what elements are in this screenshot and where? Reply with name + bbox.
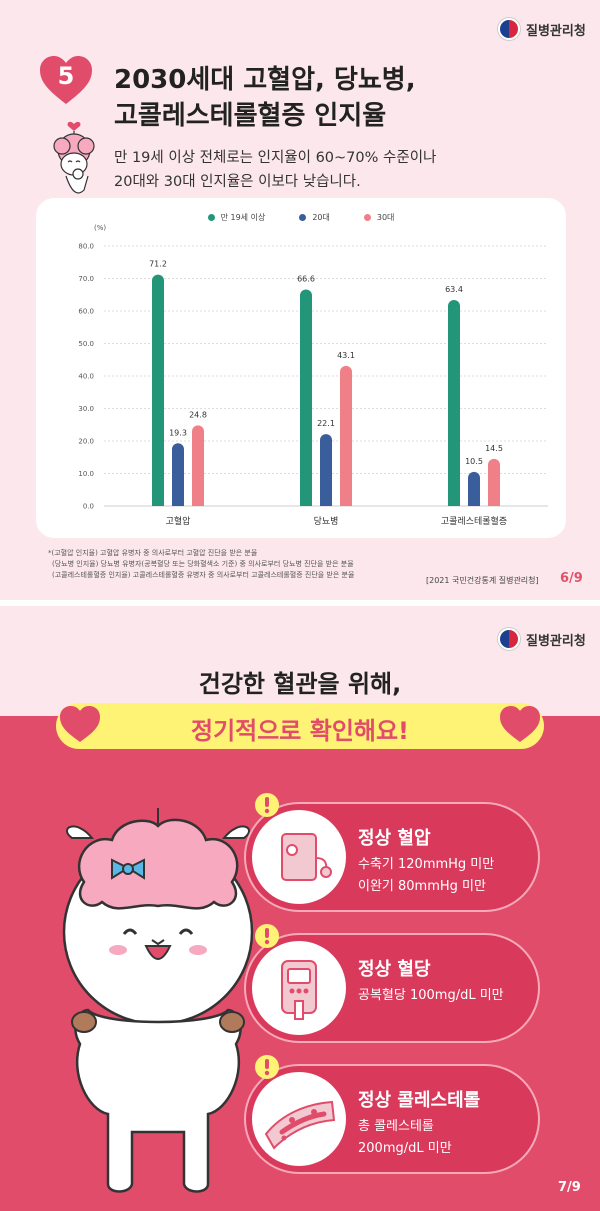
highlight-banner: 정기적으로 확인해요! <box>56 703 544 749</box>
normal-blood-pressure-card: 정상 혈압 수축기 120mmHg 미만 이완기 80mmHg 미만 <box>244 793 540 912</box>
data-label: 63.4 <box>445 285 463 294</box>
brand-logo: 질병관리청 <box>498 18 586 40</box>
legend-swatch <box>363 214 371 221</box>
footnote-1: *(고혈압 인지율) 고혈압 유병자 중 의사로부터 고혈압 진단을 받은 분율 <box>48 549 258 557</box>
legend-label: 20대 <box>312 213 330 222</box>
bar <box>488 458 500 506</box>
brand-logo-2: 질병관리청 <box>498 628 586 650</box>
bar <box>192 425 204 506</box>
y-tick-label: 50.0 <box>78 340 94 348</box>
data-label: 10.5 <box>465 457 483 466</box>
card-description: 총 콜레스테롤 200mg/dL 미만 <box>358 1116 452 1160</box>
card-heading: 정상 혈압 <box>358 828 431 849</box>
taegeuk-icon <box>498 18 520 40</box>
bar <box>320 434 332 506</box>
data-label: 43.1 <box>337 351 355 360</box>
y-tick-label: 70.0 <box>78 275 94 283</box>
data-label: 19.3 <box>169 428 187 437</box>
bar <box>172 443 184 506</box>
footnote-3: (고콜레스테롤혈증 인지율) 고콜레스테롤혈증 유병자 중 의사로부터 고콜레스… <box>52 571 355 579</box>
legend-swatch <box>207 214 215 221</box>
normal-cholesterol-card: 정상 콜레스테롤 총 콜레스테롤 200mg/dL 미만 <box>244 1055 540 1174</box>
card-icon-circle <box>252 941 346 1035</box>
chart-legend: 만 19세 이상 20대 30대 <box>36 212 566 223</box>
exclamation-icon <box>255 793 279 817</box>
x-tick-label: 고혈압 <box>166 515 191 527</box>
legend-swatch <box>299 214 307 221</box>
slide-6: 질병관리청 5 2030세대 고혈압, 당뇨병, 고콜레스테롤혈증 인지율 만 … <box>0 0 600 600</box>
y-tick-label: 80.0 <box>78 243 94 251</box>
alpaca-character-icon <box>62 782 254 1193</box>
section-number: 5 <box>57 62 75 90</box>
bar <box>468 471 480 506</box>
page-number: 6/9 <box>560 571 583 586</box>
card-line-2: 이완기 80mmHg 미만 <box>358 879 486 894</box>
data-label: 66.6 <box>297 275 315 284</box>
footnote-2: (당뇨병 인지율) 당뇨병 유병자(공복혈당 또는 당화혈색소 기준) 중 의사… <box>52 560 354 568</box>
heart-left-icon <box>60 706 100 742</box>
page-number-2: 7/9 <box>558 1180 581 1195</box>
taegeuk-icon <box>498 628 520 650</box>
y-axis-unit: (%) <box>94 224 107 232</box>
legend-item: 만 19세 이상 <box>207 212 266 223</box>
y-tick-label: 40.0 <box>78 373 94 381</box>
card-heading: 정상 콜레스테롤 <box>358 1090 481 1111</box>
x-tick-label: 당뇨병 <box>314 516 339 527</box>
page-title: 2030세대 고혈압, 당뇨병, 고콜레스테롤혈증 인지율 <box>114 62 574 134</box>
y-tick-label: 30.0 <box>78 405 94 413</box>
page-subtitle: 만 19세 이상 전체로는 인지율이 60~70% 수준이나 20대와 30대 … <box>114 146 584 194</box>
slide7-title-line-1: 건강한 혈관을 위해, <box>198 670 402 698</box>
card-line-2: 200mg/dL 미만 <box>358 1141 452 1156</box>
glucose-meter-icon <box>281 960 317 1020</box>
y-tick-label: 20.0 <box>78 438 94 446</box>
slide7-title-line-2: 정기적으로 확인해요! <box>190 717 410 745</box>
brand-name-2: 질병관리청 <box>526 633 586 649</box>
subtitle-line-2: 20대와 30대 인지율은 이보다 낮습니다. <box>114 174 361 190</box>
card-line-1: 수축기 120mmHg 미만 <box>358 857 495 872</box>
legend-label: 만 19세 이상 <box>220 213 266 222</box>
bar <box>152 274 164 506</box>
card-icon-circle <box>252 810 346 904</box>
source-citation: [2021 국민건강통계 질병관리청] <box>426 576 539 585</box>
chart-card: 만 19세 이상 20대 30대 (%) 0.0 10.0 20.0 30.0 40.0 50… <box>36 198 566 538</box>
y-tick-label: 10.0 <box>78 470 94 478</box>
legend-label: 30대 <box>376 213 395 222</box>
blood-pressure-monitor-icon <box>281 833 332 881</box>
card-description: 수축기 120mmHg 미만 이완기 80mmHg 미만 <box>358 854 494 898</box>
exclamation-icon <box>255 1055 279 1079</box>
card-line-1: 공복혈당 100mg/dL 미만 <box>358 988 504 1003</box>
card-description: 공복혈당 100mg/dL 미만 <box>358 985 504 1007</box>
blood-vessel-icon <box>264 1100 336 1150</box>
legend-item: 20대 <box>299 212 330 223</box>
data-label: 24.8 <box>189 410 207 419</box>
normal-blood-sugar-card: 정상 혈당 공복혈당 100mg/dL 미만 <box>244 924 540 1043</box>
data-label: 14.5 <box>485 444 503 453</box>
slide-7: 질병관리청 건강한 혈관을 위해, 정기적으로 확인해요! <box>0 606 600 1211</box>
card-heading: 정상 혈당 <box>358 959 431 980</box>
title-line-1: 2030세대 고혈압, 당뇨병, <box>114 65 416 95</box>
subtitle-line-1: 만 19세 이상 전체로는 인지율이 60~70% 수준이나 <box>114 150 437 166</box>
footnotes: *(고혈압 인지율) 고혈압 유병자 중 의사로부터 고혈압 진단을 받은 분율… <box>48 548 468 581</box>
x-tick-label: 고콜레스테롤혈증 <box>441 515 507 527</box>
bar <box>448 299 460 506</box>
data-label: 71.2 <box>149 260 167 269</box>
y-tick-label: 60.0 <box>78 308 94 316</box>
card-line-1: 총 콜레스테롤 <box>358 1119 434 1134</box>
title-line-2: 고콜레스테롤혈증 인지율 <box>114 101 387 131</box>
bar <box>340 365 352 506</box>
data-label: 22.1 <box>317 419 335 428</box>
y-tick-label: 0.0 <box>83 503 94 511</box>
alpaca-mascot-icon <box>53 121 95 194</box>
brand-name: 질병관리청 <box>526 23 586 39</box>
heart-badge-icon <box>40 56 92 104</box>
legend-item: 30대 <box>363 212 395 223</box>
heart-right-icon <box>500 706 540 742</box>
card-icon-circle <box>252 1072 346 1166</box>
bar <box>300 289 312 506</box>
bar-chart: 0.0 10.0 20.0 30.0 40.0 50.0 60.0 70.0 80.0 71.2 1… <box>78 243 548 527</box>
exclamation-icon <box>255 924 279 948</box>
